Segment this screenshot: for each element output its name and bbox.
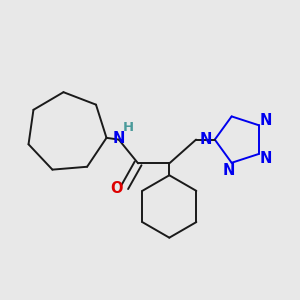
Text: N: N <box>260 152 272 166</box>
Text: N: N <box>112 130 125 146</box>
Text: N: N <box>200 132 212 147</box>
Text: N: N <box>223 164 235 178</box>
Text: O: O <box>110 181 123 196</box>
Text: N: N <box>260 113 272 128</box>
Text: H: H <box>123 121 134 134</box>
